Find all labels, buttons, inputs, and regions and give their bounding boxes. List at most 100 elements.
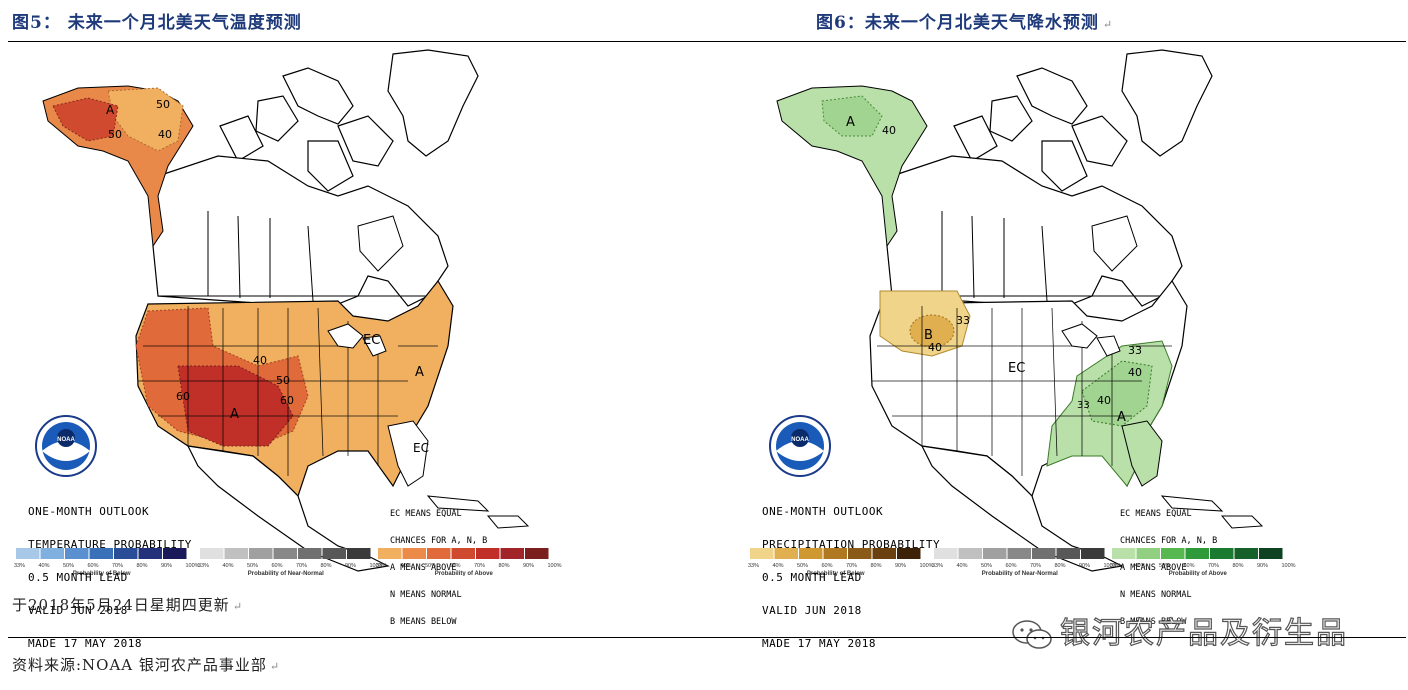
figure-5-title: 图5： 未来一个月北美天气温度预测 [12,13,302,33]
arctic-outlines [219,49,479,192]
outlook-description: ONE-MONTH OUTLOOK TEMPERATURE PROBABILIT… [28,505,192,650]
colorbar-tick-label: 33% [1110,563,1121,569]
region-label: 33 [1077,400,1090,411]
colorbar-segment [934,548,958,559]
colorbar-segment [1161,548,1185,559]
temperature-map-svg: NOAA A 50 50 40 EC 40 50 60 60 A A EC 33… [14,49,562,576]
region-label: B [924,328,933,343]
return-mark: ↵ [1102,18,1114,31]
region-label: 60 [176,390,190,403]
region-label: A [846,115,855,130]
colorbar-segment [774,548,798,559]
colorbar-tick-label: 80% [871,563,882,569]
colorbar-tick-label: 40% [1135,563,1146,569]
colorbar-tick-label: 33% [376,563,387,569]
colorbar-tick-label: 50% [797,563,808,569]
top-rule [8,41,1406,42]
figure-6-title: 图6：未来一个月北美天气降水预测 ↵ [816,13,1114,33]
region-label: A [230,407,239,422]
colorbar-tick-label: 80% [137,563,148,569]
colorbar-tick-label: 100% [920,563,934,569]
colorbar-caption: Probability of Above [435,571,494,576]
precipitation-region-labels: A 40 B 33 40 EC 33 40 40 33 A [846,115,1142,425]
colorbar-caption: Probability of Near-Normal [248,571,324,576]
colorbar-segment [163,548,187,559]
ec-legend: EC MEANS EQUAL CHANCES FOR A, N, B A MEA… [390,509,488,627]
region-label: EC [363,333,380,348]
region-label: 40 [1128,366,1142,379]
colorbar-segment [40,548,64,559]
colorbar-tick-label: 100% [186,563,200,569]
colorbar-segment [1112,548,1136,559]
colorbar-segment [1007,548,1031,559]
temperature-region-labels: A 50 50 40 EC 40 50 60 60 A A EC [106,98,429,455]
colorbar-segment [402,548,426,559]
colorbar-segment [16,548,40,559]
colorbar-segment [1056,548,1080,559]
colorbar-tick-label: 60% [1184,563,1195,569]
colorbar-segment [500,548,524,559]
colorbar-tick-label: 70% [474,563,485,569]
colorbar-tick-label: 60% [822,563,833,569]
colorbar-tick-label: 40% [401,563,412,569]
source-note: 资料来源:NOAA 银河农产品事业部 ↵ [12,656,281,674]
colorbar-tick-label: 80% [499,563,510,569]
ec-legend: EC MEANS EQUAL CHANCES FOR A, N, B A MEA… [1120,509,1218,627]
region-label: EC [413,441,429,455]
colorbar-segment [848,548,872,559]
colorbar-tick-label: 40% [773,563,784,569]
update-note: 于2018年5月24日星期四更新 ↵ [12,596,244,614]
temperature-colorbars: 33% 40% 50% 60% 70% 80% 90% 100% Probability of … [14,548,562,576]
colorbar-tick-label: 90% [161,563,172,569]
colorbar-tick-label: 90% [1079,563,1090,569]
precipitation-map: NOAA A 40 B 33 40 EC 33 40 40 33 A 33% 40… [742,46,1302,649]
colorbar-segment [451,548,475,559]
region-label: A [415,365,424,380]
colorbar-tick-label: 100% [548,563,562,569]
colorbar-segment [298,548,322,559]
region-label: 50 [156,98,170,111]
canada-outline [152,155,449,309]
colorbar-segment [89,548,113,559]
region-label: 50 [276,374,290,387]
colorbar-tick-label: 90% [345,563,356,569]
colorbar-tick-label: 60% [272,563,283,569]
region-label: 33 [956,314,970,327]
colorbar-segment [224,548,248,559]
colorbar-segment [65,548,89,559]
bottom-rule [8,637,1406,638]
colorbar-tick-label: 33% [748,563,759,569]
region-label: 50 [108,128,122,141]
colorbar-caption: Probability of Near-Normal [982,571,1058,576]
colorbar-segment [958,548,982,559]
colorbar-tick-label: 90% [1257,563,1268,569]
colorbar-tick-label: 100% [370,563,384,569]
alaska-above-region [776,85,928,248]
colorbar-tick-label: 80% [1233,563,1244,569]
colorbar-segment [1234,548,1258,559]
wechat-icon [1012,619,1052,649]
outlook-description: ONE-MONTH OUTLOOK PRECIPITATION PROBABIL… [762,505,941,650]
colorbar-tick-label: 50% [63,563,74,569]
precipitation-map-svg: NOAA A 40 B 33 40 EC 33 40 40 33 A 33% 40… [748,49,1296,576]
colorbar-tick-label: 70% [846,563,857,569]
colorbar-segment [1185,548,1209,559]
colorbar-tick-label: 70% [112,563,123,569]
colorbar-tick-label: 33% [198,563,209,569]
colorbar-segment [114,548,138,559]
colorbar-caption: Probability of Below [73,571,131,576]
region-label: A [1117,410,1126,425]
colorbar-tick-label: 100% [1104,563,1118,569]
colorbar-segment [823,548,847,559]
colorbar-segment [476,548,500,559]
colorbar-tick-label: 90% [523,563,534,569]
colorbar-segment [525,548,549,559]
colorbar-tick-label: 50% [425,563,436,569]
colorbar-segment [200,548,224,559]
colorbar-segment [1136,548,1160,559]
colorbar-tick-label: 33% [932,563,943,569]
colorbar-segment [322,548,346,559]
colorbar-tick-label: 100% [1282,563,1296,569]
colorbar-tick-label: 50% [247,563,258,569]
colorbar-segment [249,548,273,559]
